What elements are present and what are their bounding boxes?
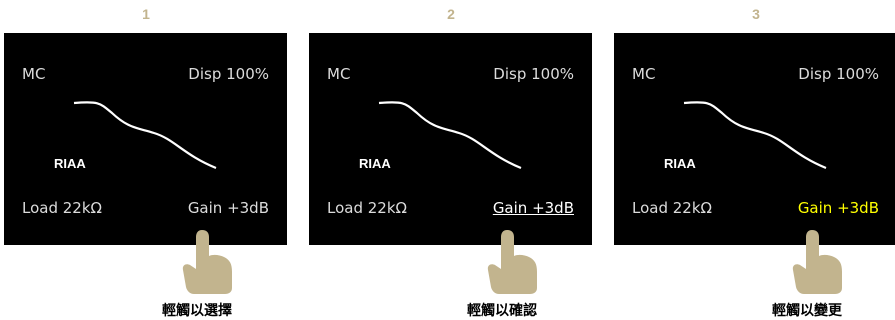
display-brightness-label: Disp 100% [798, 65, 879, 83]
step-number-1: 1 [142, 6, 150, 22]
step-number-2: 2 [447, 6, 455, 22]
tap-hand-icon [487, 230, 537, 294]
mode-label: MC [632, 65, 656, 83]
step-caption-2: 輕觸以確認 [467, 303, 537, 319]
tap-hand-icon [792, 230, 842, 294]
gain-setting[interactable]: Gain +3dB [187, 199, 269, 217]
load-setting[interactable]: Load 22kΩ [632, 199, 712, 217]
display-brightness-label: Disp 100% [493, 65, 574, 83]
mode-label: MC [22, 65, 46, 83]
riaa-curve-icon [73, 101, 217, 170]
mode-label: MC [327, 65, 351, 83]
gain-setting[interactable]: Gain +3dB [492, 199, 574, 217]
filter-label: RIAA [54, 156, 86, 171]
riaa-curve-icon [683, 101, 827, 170]
display-screen-3: MC Disp 100% RIAA Load 22kΩ Gain +3dB [614, 33, 895, 245]
filter-label: RIAA [664, 156, 696, 171]
display-screen-2: MC Disp 100% RIAA Load 22kΩ Gain +3dB [309, 33, 592, 245]
load-setting[interactable]: Load 22kΩ [22, 199, 102, 217]
filter-label: RIAA [359, 156, 391, 171]
display-screen-1: MC Disp 100% RIAA Load 22kΩ Gain +3dB [4, 33, 287, 245]
step-number-3: 3 [752, 6, 760, 22]
step-caption-3: 輕觸以變更 [772, 303, 842, 319]
riaa-curve-icon [378, 101, 522, 170]
display-brightness-label: Disp 100% [188, 65, 269, 83]
load-setting[interactable]: Load 22kΩ [327, 199, 407, 217]
step-caption-1: 輕觸以選擇 [162, 303, 232, 319]
tap-hand-icon [182, 230, 232, 294]
gain-setting[interactable]: Gain +3dB [797, 199, 879, 217]
